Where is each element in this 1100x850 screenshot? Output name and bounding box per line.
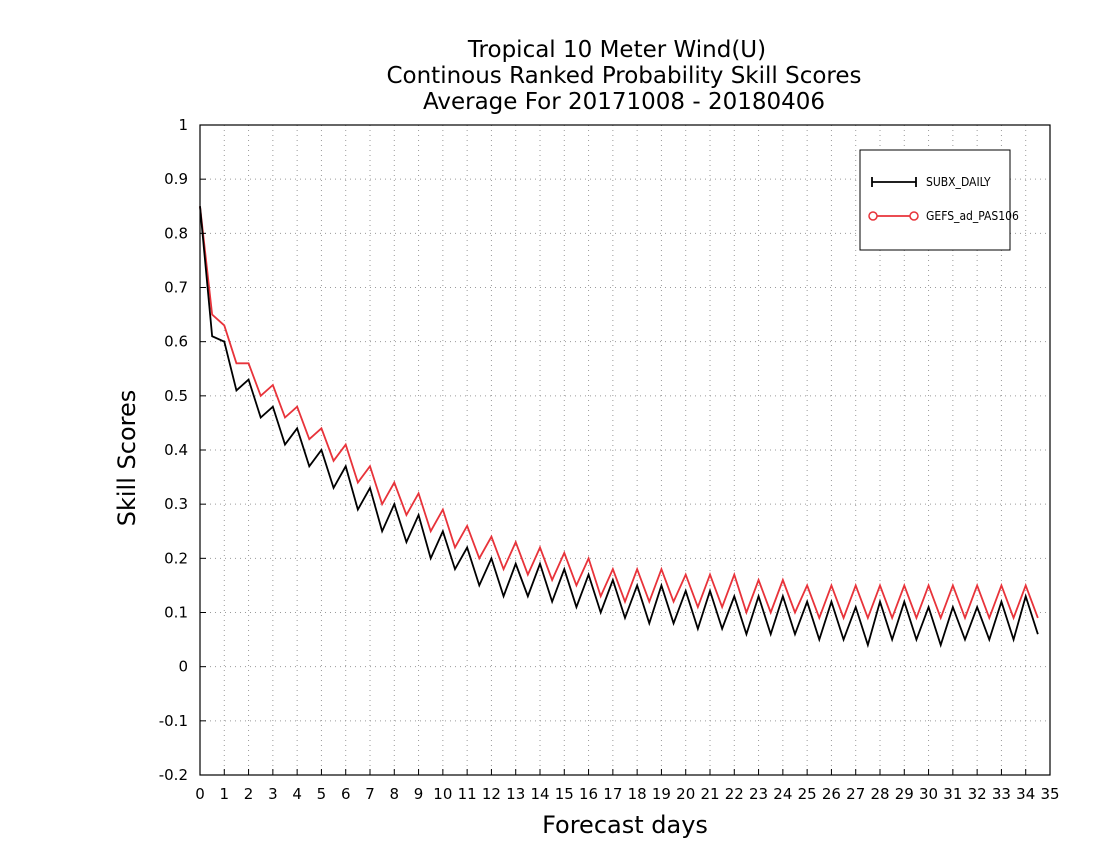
- x-tick-label: 18: [628, 785, 647, 803]
- x-tick-label: 4: [292, 785, 302, 803]
- x-tick-label: 35: [1040, 785, 1059, 803]
- y-tick-label: -0.2: [159, 766, 188, 784]
- x-tick-label: 11: [458, 785, 477, 803]
- x-tick-label: 14: [530, 785, 549, 803]
- x-tick-layer: 0 1 2 3 4 5 6 7 8 9 10 11 12 13 14 15 16 17 18 19 20 21 22 23 24…: [195, 769, 1060, 803]
- y-tick-layer: 1 0.9 0.8 0.7 0.6 0.5 0.4 0.3 0.2 0.1 0 -0.1 -0.2: [159, 116, 206, 784]
- chart-title-line-3: Average For 20171008 - 20180406: [423, 89, 825, 115]
- x-tick-label: 23: [749, 785, 768, 803]
- x-tick-label: 20: [676, 785, 695, 803]
- legend-box: [859, 149, 1011, 251]
- x-tick-label: 15: [555, 785, 574, 803]
- chart-title-line-1: Tropical 10 Meter Wind(U): [467, 37, 766, 63]
- x-tick-label: 10: [433, 785, 452, 803]
- legend-circle-marker-left: [868, 211, 878, 221]
- x-tick-label: 17: [603, 785, 622, 803]
- x-tick-label: 1: [220, 785, 230, 803]
- series-line-gefs: [199, 206, 1039, 621]
- x-tick-label: 9: [414, 785, 424, 803]
- legend: SUBX_DAILY GEFS_ad_PAS106: [859, 149, 1019, 251]
- y-tick-label: 0.8: [164, 224, 188, 242]
- x-tick-label: 34: [1016, 785, 1035, 803]
- chart-title-line-2: Continous Ranked Probability Skill Score…: [386, 63, 861, 89]
- grid-layer: [200, 125, 1050, 775]
- x-axis-label: Forecast days: [542, 811, 708, 839]
- y-tick-label: -0.1: [159, 712, 188, 730]
- x-tick-label: 7: [365, 785, 375, 803]
- legend-label-series-1: SUBX_DAILY: [926, 175, 991, 189]
- x-tick-label: 30: [919, 785, 938, 803]
- y-tick-label: 0.2: [164, 549, 188, 567]
- x-tick-label: 31: [943, 785, 962, 803]
- series-layer: [199, 206, 1039, 649]
- y-tick-label: 0.1: [164, 604, 188, 622]
- x-tick-label: 22: [725, 785, 744, 803]
- x-tick-label: 19: [652, 785, 671, 803]
- x-tick-label: 21: [700, 785, 719, 803]
- x-tick-label: 8: [390, 785, 400, 803]
- y-tick-label: 0.6: [164, 333, 188, 351]
- y-tick-label: 0.4: [164, 441, 188, 459]
- y-axis-label: Skill Scores: [113, 390, 141, 527]
- legend-label-series-2: GEFS_ad_PAS106: [926, 209, 1019, 223]
- y-tick-label: 0.7: [164, 279, 188, 297]
- x-tick-label: 29: [895, 785, 914, 803]
- legend-circle-marker-right: [909, 211, 919, 221]
- x-tick-label: 0: [195, 785, 205, 803]
- x-tick-label: 12: [482, 785, 501, 803]
- x-tick-label: 5: [317, 785, 327, 803]
- x-tick-label: 26: [822, 785, 841, 803]
- y-tick-label: 0: [178, 658, 188, 676]
- x-tick-label: 24: [773, 785, 792, 803]
- x-tick-label: 28: [870, 785, 889, 803]
- x-tick-label: 2: [244, 785, 254, 803]
- y-tick-label: 0.3: [164, 495, 188, 513]
- y-tick-label: 0.9: [164, 170, 188, 188]
- x-tick-label: 3: [268, 785, 278, 803]
- x-tick-label: 33: [992, 785, 1011, 803]
- x-tick-label: 25: [798, 785, 817, 803]
- x-tick-label: 16: [579, 785, 598, 803]
- y-tick-label: 0.5: [164, 387, 188, 405]
- x-tick-label: 27: [846, 785, 865, 803]
- series-line-subx: [199, 206, 1039, 649]
- x-tick-label: 6: [341, 785, 351, 803]
- x-tick-label: 32: [968, 785, 987, 803]
- x-tick-label: 13: [506, 785, 525, 803]
- y-tick-label: 1: [178, 116, 188, 134]
